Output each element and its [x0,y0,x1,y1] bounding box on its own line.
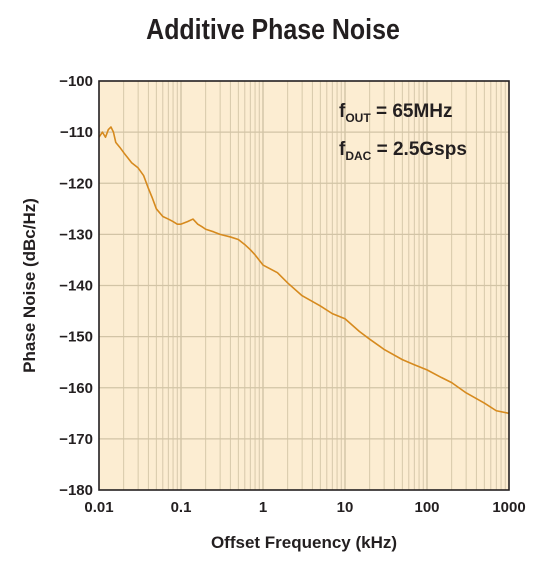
x-tick-label: 100 [414,499,439,516]
chart-title: Additive Phase Noise [146,14,400,46]
phase-noise-series-line [98,126,510,415]
y-tick-label: −110 [60,124,93,141]
y-tick-label: −160 [59,380,93,397]
x-tick-label: 0.01 [84,499,113,516]
y-tick-label: −170 [59,431,93,448]
annotation-text: fDAC = 2.5Gsps [339,139,467,163]
x-tick-label: 0.1 [171,499,192,516]
major-gridlines [99,81,509,490]
x-tick-label: 10 [337,499,354,516]
y-tick-label: −100 [59,73,93,90]
y-tick-labels: −100 −110 −120 −130 −140 −150 −160 −170 −180 [59,73,93,499]
x-tick-label: 1 [259,499,267,516]
y-tick-label: −130 [59,226,93,243]
chart-annotations: fOUT = 65MHz fDAC = 2.5Gsps [339,101,467,163]
y-tick-label: −180 [59,482,93,499]
plot-frame [98,80,510,491]
annotation-text: fOUT = 65MHz [339,101,453,125]
x-tick-label: 1000 [492,499,525,516]
y-tick-label: −120 [59,175,93,192]
y-tick-label: −140 [59,278,93,295]
x-axis-title: Offset Frequency (kHz) [211,533,397,552]
y-axis-title: Phase Noise (dBc/Hz) [20,198,39,373]
y-tick-label: −150 [59,329,93,346]
x-tick-labels: 0.01 0.1 1 10 100 1000 [84,499,525,516]
